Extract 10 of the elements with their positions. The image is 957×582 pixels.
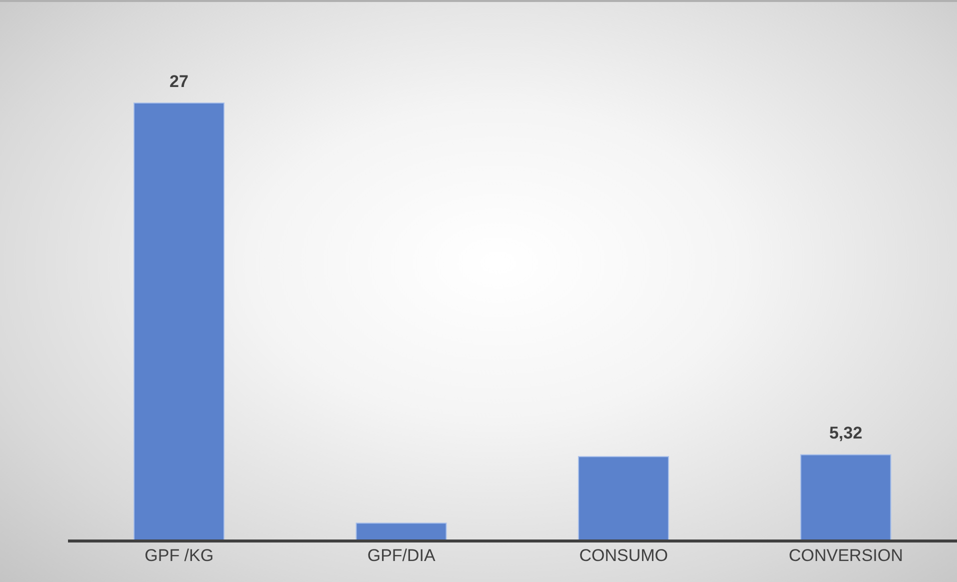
x-tick-label: GPF/DIA	[367, 546, 436, 566]
x-tick-label: GPF /KG	[144, 546, 214, 566]
x-tick-label: CONVERSION	[788, 546, 904, 566]
data-label: 27	[170, 72, 188, 91]
x-tick-label: CONSUMO	[579, 546, 668, 566]
bar	[800, 454, 892, 542]
bar	[356, 522, 447, 542]
data-label: 5,32	[829, 424, 862, 443]
bar	[578, 456, 669, 542]
bar	[134, 102, 224, 542]
